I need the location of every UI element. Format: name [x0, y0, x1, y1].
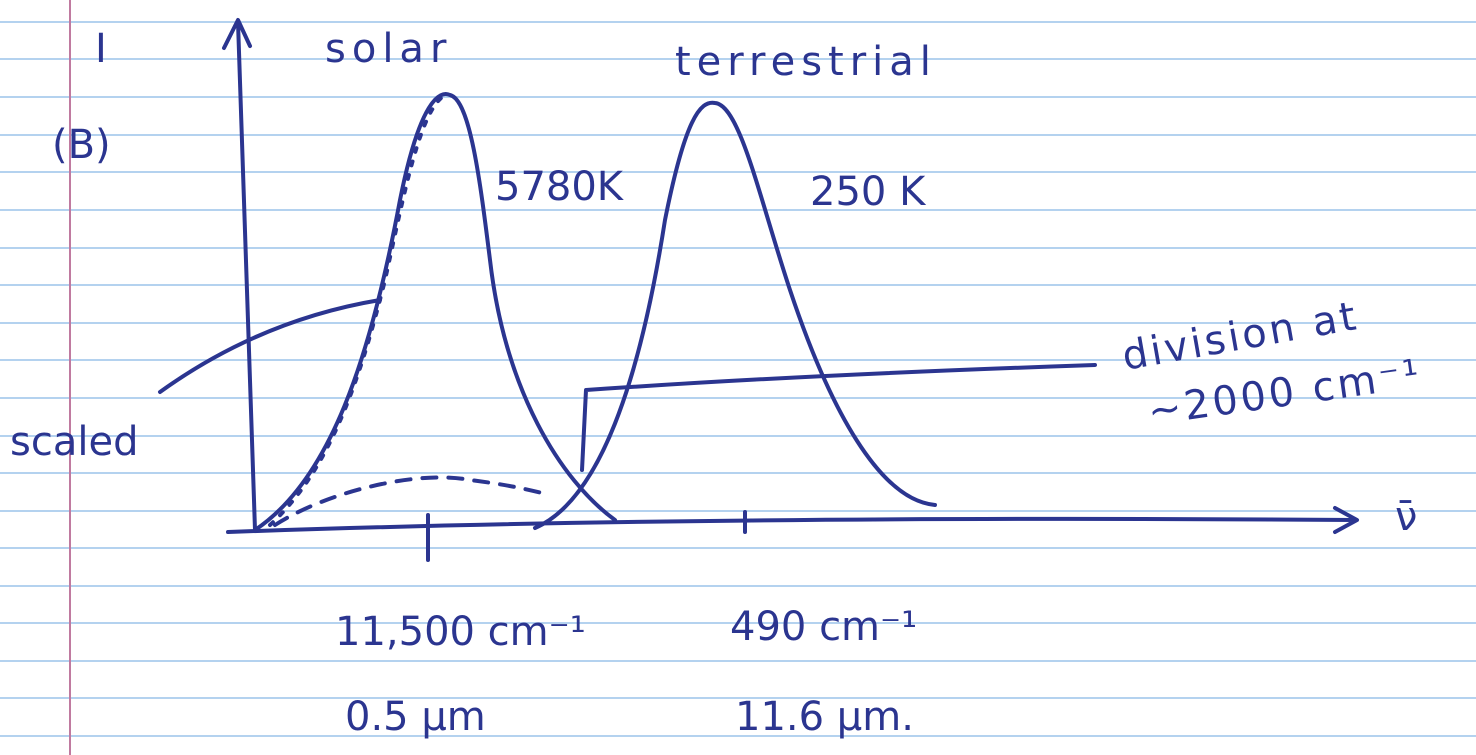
terrestrial-temperature: 250 K — [810, 169, 927, 215]
scaled-small-curve — [275, 477, 550, 525]
solar-label: solar — [325, 26, 452, 72]
diagram: I (B) ν̄ solar terrestrial 5780K 250 K 1… — [0, 0, 1476, 755]
solar-wavelength: 0.5 μm — [345, 694, 486, 740]
y-label: I — [95, 26, 107, 72]
y-label-alt: (B) — [52, 122, 111, 168]
scaled-label: scaled — [10, 419, 138, 465]
solar-temperature: 5780K — [495, 164, 625, 210]
solar-wavenumber: 11,500 cm⁻¹ — [335, 609, 586, 655]
scaled-curve — [270, 95, 445, 525]
page: I (B) ν̄ solar terrestrial 5780K 250 K 1… — [0, 0, 1476, 755]
solar-curve — [255, 94, 615, 530]
x-label: ν̄ — [1395, 494, 1417, 540]
terrestrial-wavenumber: 490 cm⁻¹ — [730, 604, 917, 650]
scaled-pointer — [160, 300, 380, 392]
division-line — [582, 365, 1095, 470]
terrestrial-label: terrestrial — [675, 39, 937, 85]
terrestrial-wavelength: 11.6 μm. — [735, 694, 914, 740]
